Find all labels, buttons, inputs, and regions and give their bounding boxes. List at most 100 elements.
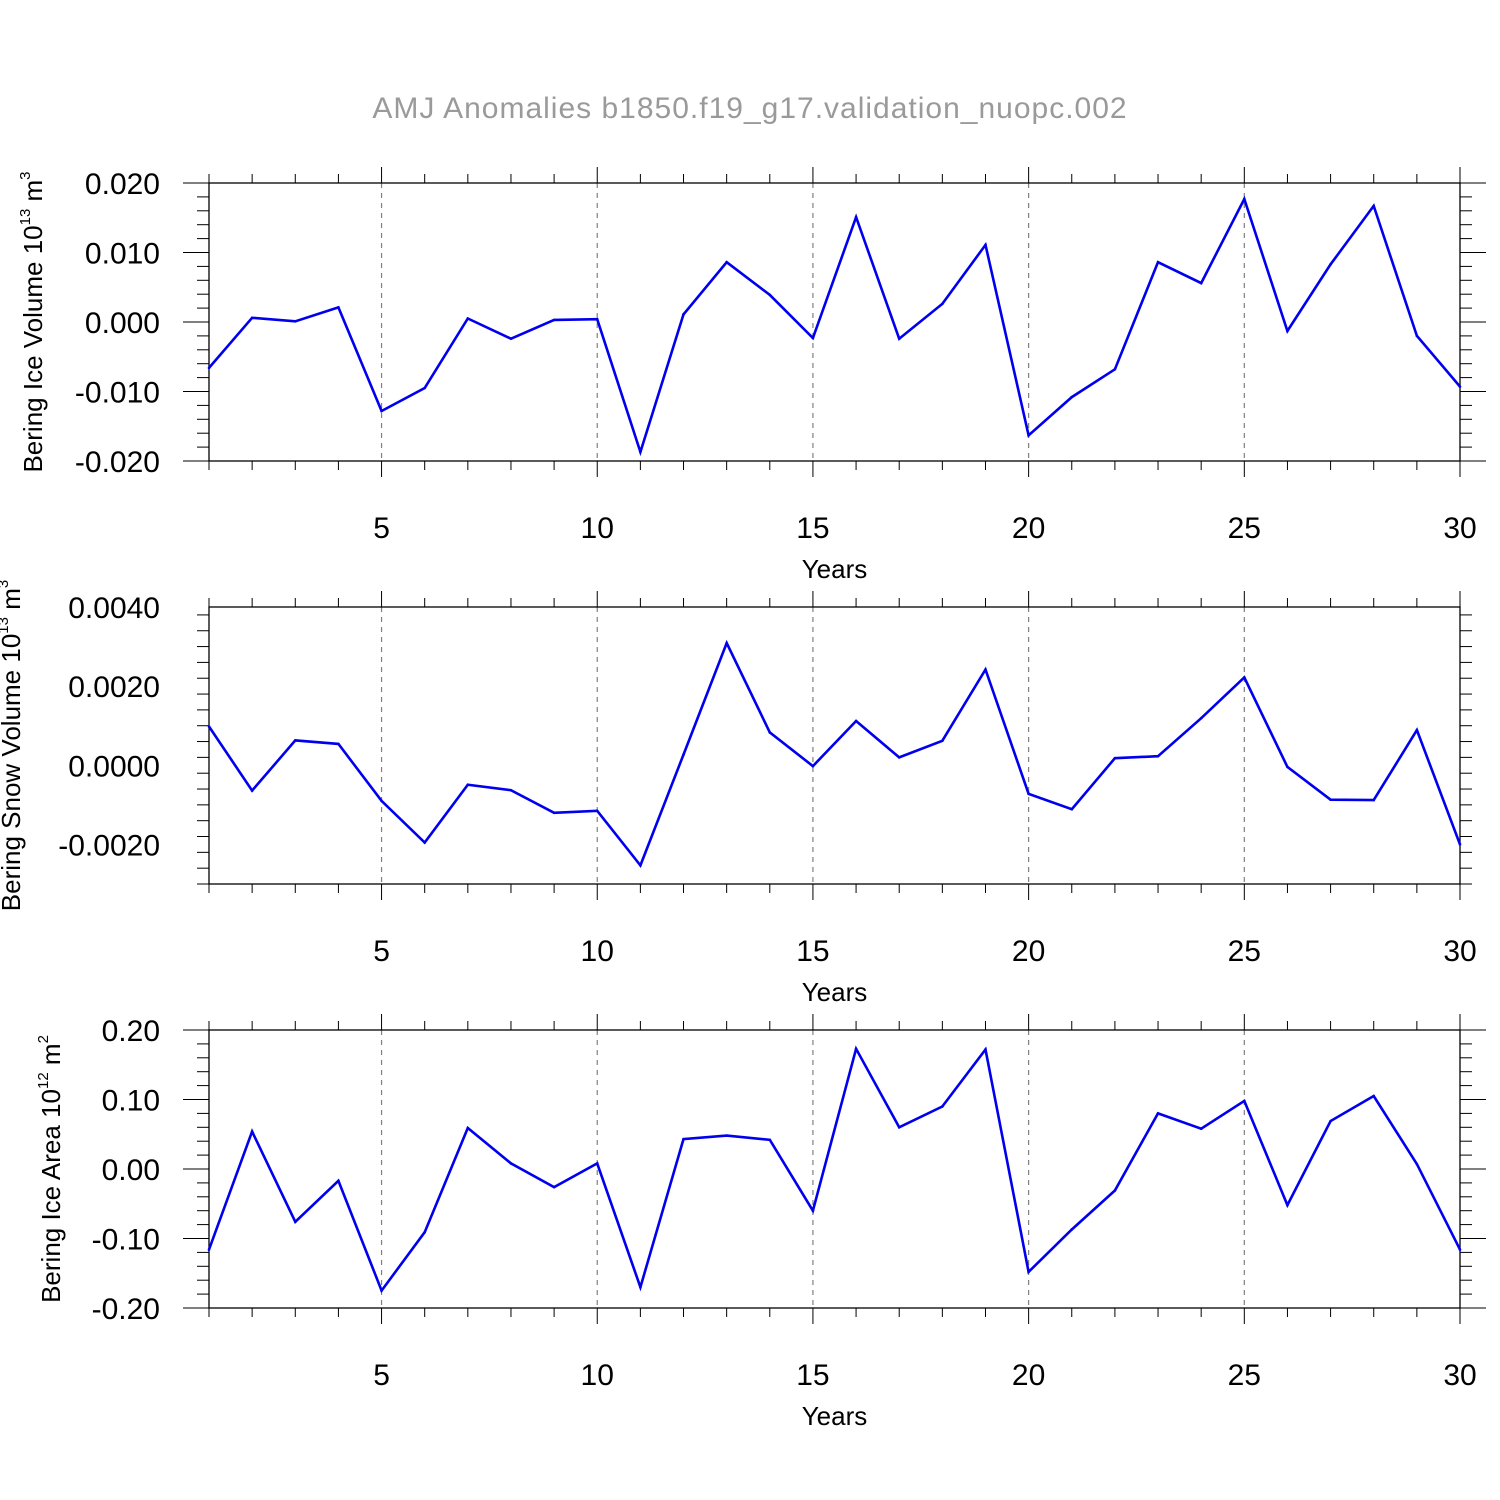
data-point (941, 1105, 944, 1108)
data-point (682, 313, 685, 316)
data-point (639, 864, 642, 867)
data-point (380, 409, 383, 413)
data-point (1372, 204, 1376, 208)
data-point (1070, 1228, 1074, 1231)
y-axis-title: Bering Ice Area 1012 m2 (35, 1035, 66, 1303)
y-tick-label: -0.010 (75, 377, 160, 410)
data-point (552, 811, 556, 815)
data-point (1243, 676, 1246, 679)
data-point (1027, 792, 1030, 796)
y-tick-label: 0.0000 (68, 750, 160, 783)
data-point (639, 450, 642, 454)
data-point (423, 1230, 426, 1234)
x-tick-label: 20 (1012, 1359, 1045, 1392)
data-point (1329, 263, 1332, 266)
y-axis-title: Bering Ice Volume 1013 m3 (17, 171, 48, 472)
data-point (897, 1126, 901, 1129)
plot-frame (208, 1029, 1461, 1309)
x-tick-label: 30 (1443, 512, 1476, 545)
plot-frame (208, 182, 1461, 462)
x-tick-label: 30 (1443, 935, 1476, 968)
data-point (423, 386, 426, 390)
y-tick-label: 0.010 (85, 238, 160, 271)
data-point (897, 756, 901, 759)
data-point (811, 336, 815, 340)
panel-ice-volume: 0.020 0.010 0.000 -0.010 -0.020 5 10 15 20 25 30 Ye… (17, 167, 1486, 584)
data-point (552, 318, 556, 322)
data-point (1070, 807, 1074, 811)
data-point (466, 1126, 470, 1130)
x-tick-label: 20 (1012, 512, 1045, 545)
data-point (897, 337, 901, 340)
data-point (1329, 1119, 1332, 1123)
data-point (941, 302, 944, 306)
data-point (854, 215, 858, 219)
data-point (250, 1130, 254, 1133)
x-tick-label: 10 (581, 935, 614, 968)
data-point (466, 783, 470, 786)
data-point (1199, 1127, 1203, 1130)
y-tick-label: 0.000 (85, 307, 160, 340)
data-point (595, 1162, 599, 1165)
data-point (1199, 281, 1203, 285)
y-tick-label: 0.20 (102, 1015, 160, 1048)
data-point (380, 799, 383, 803)
x-tick-label: 10 (581, 512, 614, 545)
y-tick-label: 0.00 (102, 1154, 160, 1187)
x-axis-title: Years (802, 1401, 868, 1431)
x-tick-label: 25 (1228, 512, 1261, 545)
data-point (1415, 1162, 1419, 1166)
data-point (250, 789, 254, 792)
series-line (207, 639, 1462, 868)
data-point (1458, 1248, 1462, 1251)
data-point (984, 1048, 987, 1051)
x-tick-label: 25 (1228, 1359, 1261, 1392)
panel-ice-area: 0.20 0.10 0.00 -0.10 -0.20 5 10 15 20 25 30 Years Be… (35, 1014, 1486, 1431)
x-tick-label: 15 (796, 935, 829, 968)
data-point (854, 1047, 858, 1051)
data-point (984, 668, 987, 671)
data-point (423, 841, 426, 844)
data-point (337, 306, 340, 309)
data-point (552, 1185, 556, 1189)
data-point (337, 742, 340, 746)
x-tick-label: 15 (796, 512, 829, 545)
series-line (208, 195, 1461, 457)
x-tick-label: 20 (1012, 935, 1045, 968)
data-point (725, 641, 728, 645)
data-point (1027, 1270, 1030, 1274)
data-point (1070, 395, 1074, 399)
y-tick-label: 0.020 (85, 168, 160, 201)
data-point (984, 243, 987, 247)
x-tick-label: 30 (1443, 1359, 1476, 1392)
data-point (941, 739, 944, 743)
data-point (639, 1285, 642, 1289)
panel-snow-volume: 0.0040 0.0020 0.0000 -0.0020 5 10 15 20 25 30 Year… (0, 580, 1477, 1007)
data-point (509, 337, 513, 340)
data-point (1372, 798, 1376, 802)
data-point (293, 739, 297, 742)
y-axis-title: Bering Snow Volume 1013 m3 (0, 580, 26, 911)
data-point (682, 1137, 685, 1141)
data-point (768, 731, 772, 734)
data-point (250, 316, 254, 320)
y-tick-label: -0.10 (92, 1224, 160, 1257)
data-point (1329, 798, 1332, 802)
data-point (1243, 1099, 1246, 1103)
data-point (509, 788, 513, 792)
y-tick-label: -0.0020 (58, 829, 160, 862)
data-point (1286, 1203, 1289, 1207)
x-tick-label: 5 (373, 1359, 390, 1392)
data-point (768, 1138, 772, 1142)
x-axis-title: Years (802, 977, 868, 1007)
data-point (595, 809, 599, 813)
data-point (811, 764, 815, 768)
data-point (1458, 385, 1462, 388)
y-tick-label: 0.0040 (68, 592, 160, 625)
y-tick-label: 0.10 (102, 1085, 160, 1118)
data-point (1156, 754, 1160, 758)
data-point (1027, 433, 1030, 437)
data-point (682, 753, 685, 756)
data-point (509, 1162, 513, 1165)
